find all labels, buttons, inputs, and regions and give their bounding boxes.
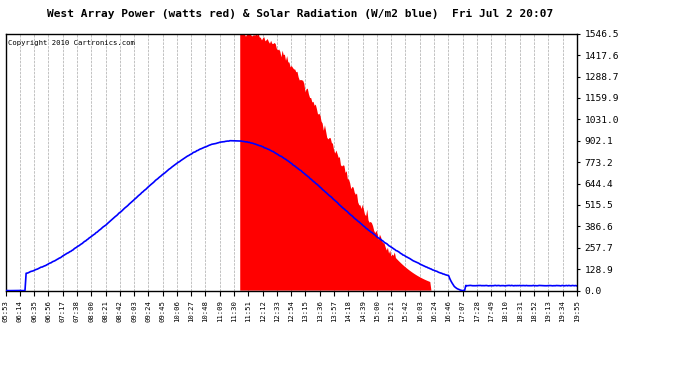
Text: West Array Power (watts red) & Solar Radiation (W/m2 blue)  Fri Jul 2 20:07: West Array Power (watts red) & Solar Rad…	[47, 9, 553, 20]
Text: Copyright 2010 Cartronics.com: Copyright 2010 Cartronics.com	[8, 40, 135, 46]
